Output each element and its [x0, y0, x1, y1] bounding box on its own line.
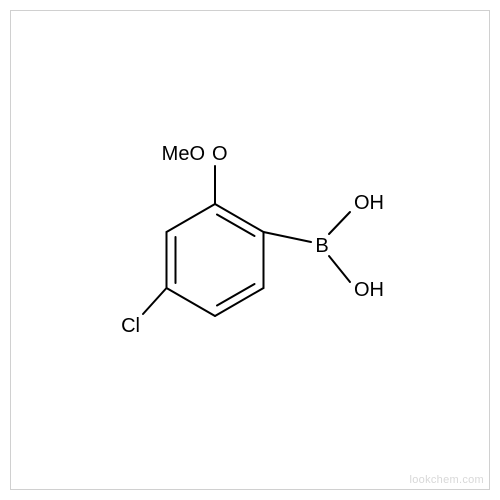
label-oh-top: OH: [354, 192, 384, 214]
benzene-ring: [167, 204, 264, 316]
label-oh-bottom: OH: [354, 279, 384, 301]
label-meo-O: O: [212, 143, 228, 165]
label-cl: Cl: [121, 315, 140, 337]
molecule-diagram: MeO O Cl B OH OH: [0, 0, 500, 500]
label-b: B: [315, 235, 328, 257]
watermark: lookchem.com: [409, 474, 484, 486]
label-meo: MeO: [162, 143, 205, 165]
atom-labels: MeO O Cl B OH OH: [121, 143, 384, 337]
